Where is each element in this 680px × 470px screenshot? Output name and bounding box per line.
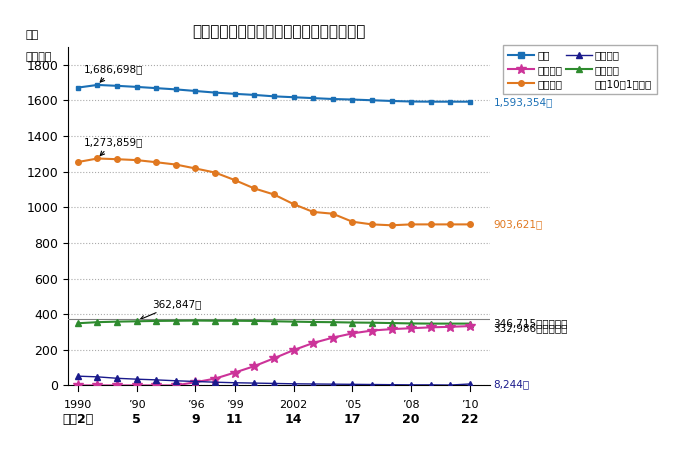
Text: 病床: 病床 (26, 30, 39, 40)
Text: ’96: ’96 (186, 400, 204, 410)
Text: 903,621床: 903,621床 (494, 219, 543, 229)
Title: 病床の種類別にみた病院病床数の年次推移: 病床の種類別にみた病院病床数の年次推移 (192, 24, 365, 39)
Text: 22: 22 (461, 413, 479, 426)
Text: 1,593,354床: 1,593,354床 (494, 97, 553, 107)
Text: 17: 17 (343, 413, 361, 426)
Text: 346,715床（精神）: 346,715床（精神） (494, 318, 568, 328)
Text: ’08: ’08 (403, 400, 420, 410)
Text: 332,986床（療養）: 332,986床（療養） (494, 323, 568, 333)
Legend: 総数, 療養病床, 一般病床, 結核病床, 精神病床, 各年10月1日現在: 総数, 療養病床, 一般病床, 結核病床, 精神病床, 各年10月1日現在 (503, 46, 658, 94)
Text: 9: 9 (191, 413, 200, 426)
Text: 11: 11 (226, 413, 243, 426)
Text: ’90: ’90 (128, 400, 146, 410)
Text: 1,273,859床: 1,273,859床 (84, 137, 143, 156)
Text: ’99: ’99 (226, 400, 243, 410)
Text: 1,686,698床: 1,686,698床 (84, 64, 143, 82)
Text: （千床）: （千床） (26, 52, 52, 62)
Text: 362,847床: 362,847床 (140, 299, 202, 320)
Text: 5: 5 (132, 413, 141, 426)
Text: 平戰2年: 平戰2年 (62, 413, 93, 426)
Text: ’10: ’10 (461, 400, 479, 410)
Text: 8,244床: 8,244床 (494, 379, 530, 389)
Text: ’05: ’05 (343, 400, 361, 410)
Text: 1990: 1990 (64, 400, 92, 410)
Text: 14: 14 (285, 413, 302, 426)
Text: 20: 20 (403, 413, 420, 426)
Text: 2002: 2002 (279, 400, 307, 410)
